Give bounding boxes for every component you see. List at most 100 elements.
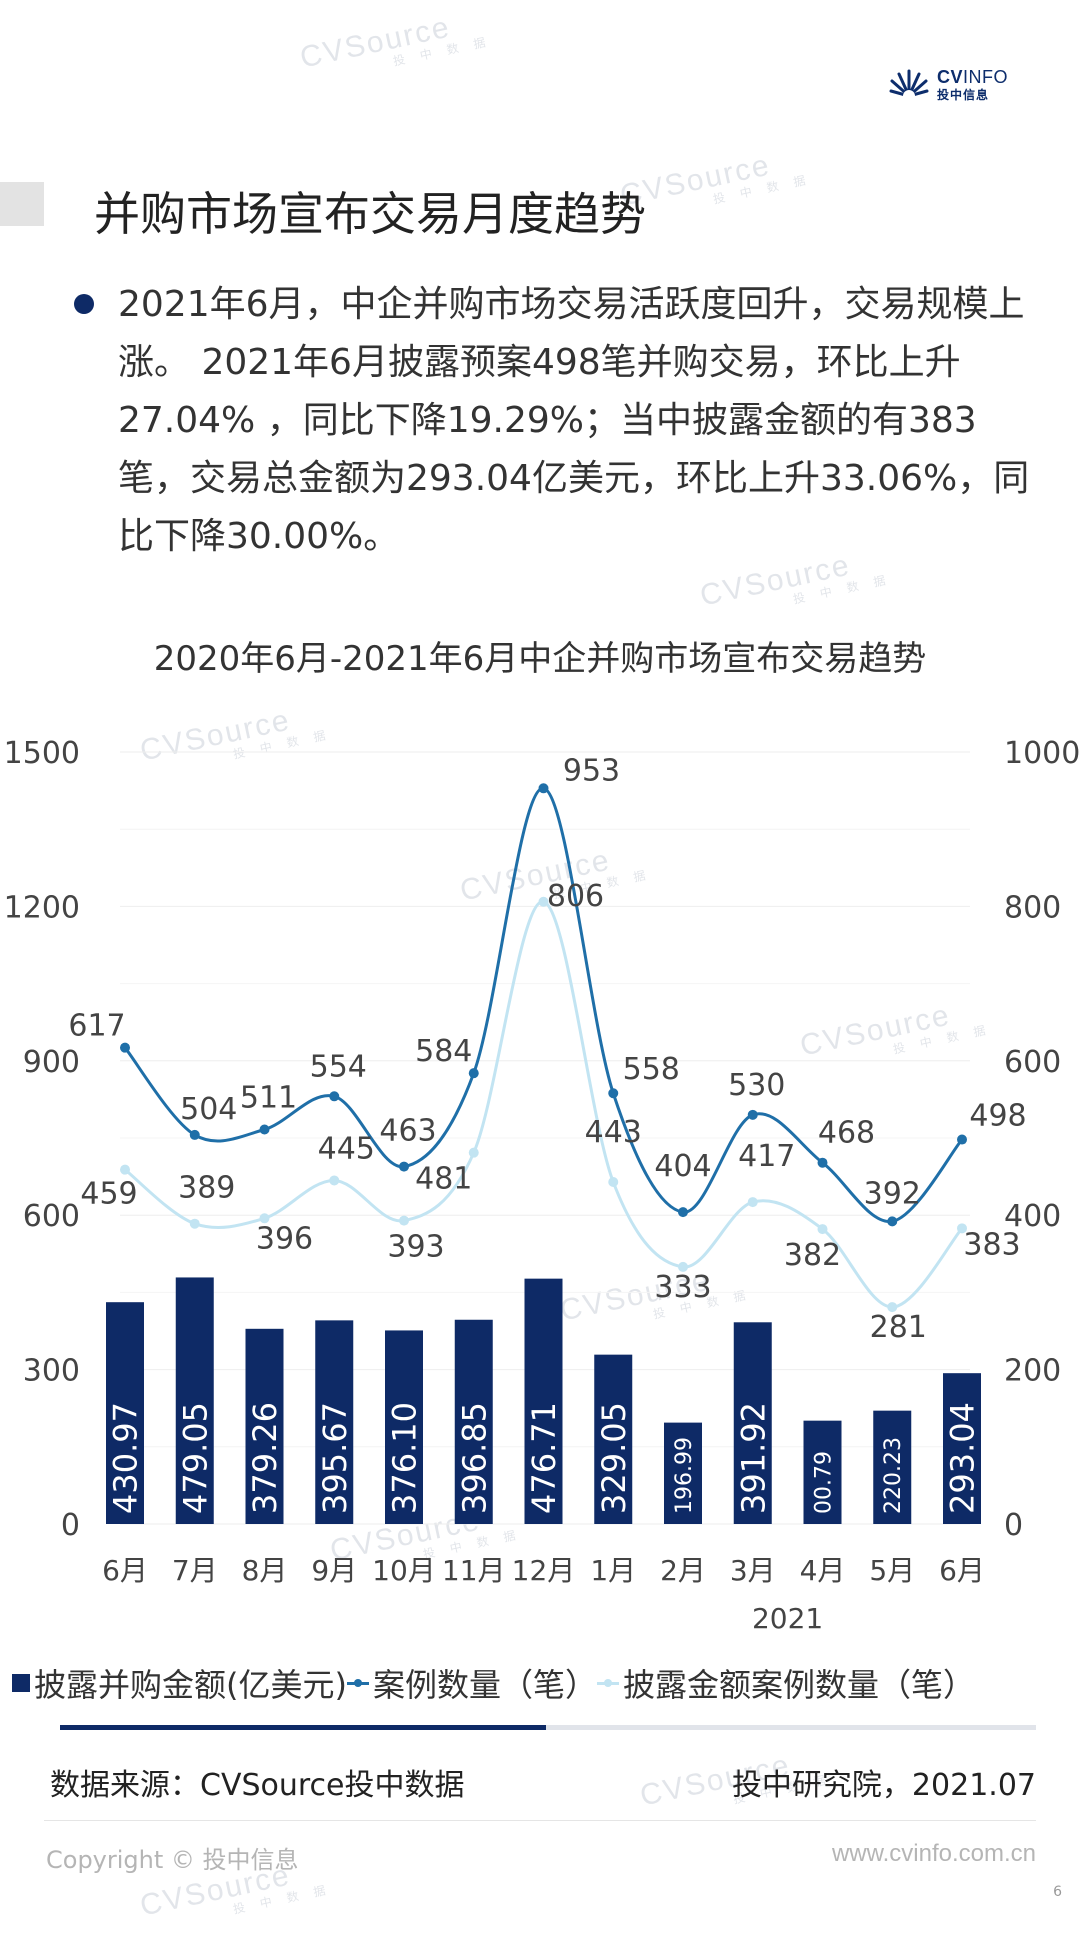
bar-data-label: 479.05 xyxy=(176,1402,214,1514)
disclosed-count-data-label: 445 xyxy=(318,1131,375,1166)
disclosed-count-point xyxy=(957,1223,967,1234)
disclosed-count-point xyxy=(120,1164,130,1175)
x-tick-label: 9月 xyxy=(311,1554,357,1587)
case-count-point xyxy=(329,1091,340,1102)
disclosed-count-data-label: 389 xyxy=(178,1171,235,1206)
case-count-point xyxy=(189,1129,200,1140)
disclosed-count-data-label: 396 xyxy=(256,1221,313,1256)
x-group-label: 2021 xyxy=(752,1602,823,1635)
y-left-tick-label: 1500 xyxy=(4,736,80,771)
bar-data-label: 376.10 xyxy=(386,1402,424,1514)
bar xyxy=(315,1320,354,1524)
x-tick-label: 1月 xyxy=(590,1554,636,1587)
disclosed-count-point xyxy=(538,896,549,907)
legend-item-case-count: 案例数量（笔） xyxy=(346,1660,597,1706)
divider-fill xyxy=(60,1725,546,1730)
disclosed-count-data-label: 417 xyxy=(738,1139,795,1174)
ma-trend-chart: 2020年6月-2021年6月中企并购市场宣布交易趋势 0 300 600 900 12… xyxy=(0,620,1080,1720)
page-number: 6 xyxy=(1053,1884,1062,1900)
case-count-point xyxy=(678,1207,688,1218)
bar xyxy=(733,1322,772,1524)
bar-data-label: 391.92 xyxy=(734,1402,772,1514)
bar-data-label: 220.23 xyxy=(881,1437,906,1514)
case-count-point xyxy=(608,1088,619,1099)
case-count-data-label: 558 xyxy=(623,1052,680,1087)
case-count-data-label: 584 xyxy=(415,1034,472,1069)
legend-label: 披露并购金额(亿美元) xyxy=(34,1666,347,1704)
bar xyxy=(106,1302,144,1524)
bar-data-label: 00.79 xyxy=(811,1451,836,1514)
case-count-point xyxy=(259,1124,270,1135)
legend-item-disclosed-count: 披露金额案例数量（笔） xyxy=(597,1660,975,1706)
bar xyxy=(943,1373,981,1524)
x-tick-label: 12月 xyxy=(512,1554,576,1587)
case-count-data-label: 554 xyxy=(310,1049,367,1084)
legend-line-icon xyxy=(346,1678,369,1687)
y-right-tick-label: 600 xyxy=(1004,1045,1061,1080)
x-tick-label: 8月 xyxy=(242,1554,288,1587)
bar-data-label: 476.71 xyxy=(525,1402,563,1514)
disclosed-count-point xyxy=(468,1147,479,1158)
y-right-tick-label: 800 xyxy=(1004,890,1061,925)
disclosed-count-point xyxy=(608,1177,619,1188)
x-tick-label: 5月 xyxy=(869,1554,915,1587)
case-count-data-label: 404 xyxy=(654,1149,711,1184)
case-count-data-label: 617 xyxy=(68,1009,125,1044)
bullet-dot-icon xyxy=(74,294,94,314)
cvinfo-logo: CVINFO 投中信息 xyxy=(889,66,1008,102)
bar xyxy=(385,1330,423,1524)
sunburst-logo-icon xyxy=(889,69,929,102)
case-count-point xyxy=(817,1157,828,1168)
y-left-tick-label: 300 xyxy=(23,1354,80,1389)
case-count-data-label: 953 xyxy=(563,753,620,788)
bar-data-label: 395.67 xyxy=(316,1402,354,1514)
website-link[interactable]: www.cvinfo.com.cn xyxy=(831,1840,1036,1867)
disclosed-count-data-label: 459 xyxy=(80,1177,137,1212)
disclosed-count-point xyxy=(747,1197,758,1208)
x-tick-label: 6月 xyxy=(939,1554,985,1587)
y-right-tick-label: 1000 xyxy=(1004,736,1080,771)
case-count-data-label: 463 xyxy=(379,1114,436,1149)
disclosed-count-point xyxy=(189,1218,200,1229)
legend-label: 披露金额案例数量（笔） xyxy=(623,1666,976,1704)
x-tick-label: 3月 xyxy=(730,1554,776,1587)
case-count-point xyxy=(887,1216,898,1227)
y-left-tick-label: 900 xyxy=(23,1045,80,1080)
y-left-tick-label: 0 xyxy=(61,1508,80,1543)
x-tick-label: 6月 xyxy=(102,1554,148,1587)
legend-swatch-icon xyxy=(12,1674,30,1692)
y-right-tick-label: 0 xyxy=(1004,1508,1023,1543)
summary-bullet: 2021年6月，中企并购市场交易活跃度回升，交易规模上涨。 2021年6月披露预… xyxy=(74,276,1034,566)
title-accent-bar xyxy=(0,182,44,226)
legend-line-icon xyxy=(597,1678,619,1687)
case-count-data-label: 498 xyxy=(969,1099,1026,1134)
y-right-tick-label: 200 xyxy=(1004,1354,1061,1389)
case-count-point xyxy=(538,783,549,794)
bar xyxy=(175,1277,214,1524)
x-tick-label: 7月 xyxy=(172,1554,218,1587)
x-tick-label: 4月 xyxy=(800,1554,846,1587)
case-count-data-label: 392 xyxy=(864,1176,921,1211)
summary-text: 2021年6月，中企并购市场交易活跃度回升，交易规模上涨。 2021年6月披露预… xyxy=(118,284,1030,557)
case-count-point xyxy=(747,1109,758,1120)
watermark: CVSource 投 中 数 据 xyxy=(617,148,813,213)
logo-brand: CVINFO xyxy=(936,66,1008,87)
bar xyxy=(524,1278,563,1524)
data-source: 数据来源：CVSource投中数据 xyxy=(50,1768,465,1803)
case-count-line xyxy=(123,786,964,1223)
copyright: Copyright © 投中信息 xyxy=(46,1846,299,1874)
disclosed-count-data-label: 333 xyxy=(654,1270,711,1305)
disclosed-count-data-label: 393 xyxy=(387,1230,444,1265)
case-count-point xyxy=(120,1042,130,1053)
bar-data-label: 329.05 xyxy=(595,1402,633,1514)
bar xyxy=(803,1420,842,1524)
case-count-data-label: 530 xyxy=(728,1068,785,1103)
logo-name: 投中信息 xyxy=(936,87,989,102)
case-count-data-label: 468 xyxy=(818,1116,875,1151)
bar xyxy=(245,1328,284,1524)
watermark: CVSource 投 中 数 据 xyxy=(297,10,493,75)
disclosed-count-point xyxy=(329,1175,340,1186)
case-count-point xyxy=(399,1161,409,1172)
y-left-tick-label: 600 xyxy=(23,1199,80,1234)
case-count-point xyxy=(468,1068,479,1079)
